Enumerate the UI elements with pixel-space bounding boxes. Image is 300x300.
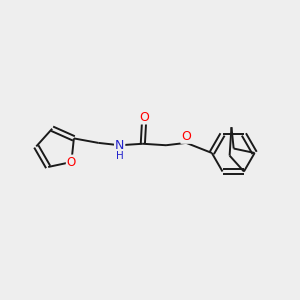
Text: O: O [181,130,191,143]
Text: H: H [116,151,124,160]
Text: O: O [67,155,76,169]
Text: N: N [115,139,124,152]
Text: O: O [139,110,149,124]
